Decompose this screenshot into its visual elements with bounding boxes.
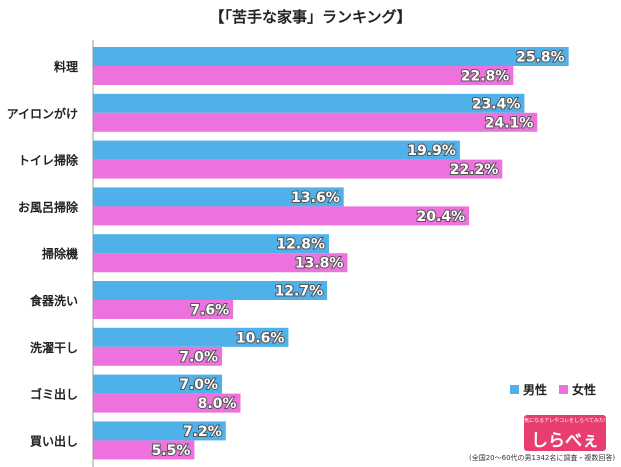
legend-label-male: 男性 [523, 383, 548, 397]
chart-title: 【「苦手な家事」ランキング】 [209, 8, 412, 26]
category-label: ゴミ出し [30, 387, 78, 402]
bar-male [93, 187, 344, 207]
legend-swatch-female [559, 385, 569, 394]
value-label-male: 25.8% [516, 50, 565, 66]
value-label-female: 20.4% [417, 209, 466, 225]
bar-male [93, 421, 226, 441]
category-label: 料理 [54, 59, 78, 74]
value-label-male: 7.0% [179, 377, 218, 393]
legend-item-male: 男性 [510, 381, 547, 398]
bar-female [93, 393, 241, 413]
bar-female [93, 346, 223, 366]
value-label-female: 22.2% [450, 162, 499, 178]
legend-item-female: 女性 [559, 381, 596, 398]
value-label-female: 24.1% [485, 115, 534, 131]
category-label: 掃除機 [42, 246, 78, 261]
bar-female [93, 159, 503, 179]
legend: 男性 女性 [510, 381, 596, 398]
category-label: お風呂掃除 [18, 199, 79, 214]
bar-male [93, 234, 329, 254]
bar-female [93, 112, 538, 132]
bar-female [93, 66, 514, 85]
bar-female [93, 440, 195, 460]
category-label: 食器洗い [29, 293, 78, 308]
legend-swatch-male [510, 385, 519, 394]
value-label-female: 7.0% [179, 349, 218, 365]
value-label-male: 23.4% [472, 96, 521, 112]
value-label-female: 8.0% [198, 396, 237, 412]
bar-female [93, 253, 348, 273]
value-label-female: 13.8% [295, 256, 344, 272]
bar-female [93, 300, 234, 319]
bar-male [93, 281, 328, 300]
category-label: 洗濯干し [30, 340, 78, 355]
bar-male [93, 140, 460, 160]
bar-male [93, 47, 569, 66]
legend-label-female: 女性 [572, 383, 597, 397]
category-label: トイレ掃除 [18, 153, 79, 168]
value-label-female: 7.6% [190, 303, 229, 319]
bar-female [93, 206, 470, 226]
value-label-female: 22.8% [461, 69, 510, 85]
value-label-male: 13.6% [291, 190, 340, 206]
value-label-female: 5.5% [152, 443, 191, 459]
logo-tagline: 気になるアレやコレをしらべてみた! [524, 418, 606, 424]
bar-male [93, 327, 289, 347]
survey-footnote: (全国20〜60代の男1342名に調査・複数回答) [469, 454, 616, 462]
shirabee-logo: 気になるアレやコレをしらべてみた! しらべぇ [524, 415, 606, 451]
value-label-male: 10.6% [236, 330, 285, 346]
value-label-male: 7.2% [183, 424, 222, 440]
value-label-male: 19.9% [407, 143, 456, 159]
value-label-male: 12.8% [276, 237, 325, 253]
logo-name: しらべぇ [531, 431, 599, 451]
bar-male [93, 374, 223, 394]
value-label-male: 12.7% [275, 284, 324, 300]
bar-male [93, 93, 525, 113]
category-label: アイロンがけ [7, 106, 78, 121]
category-label: 買い出し [30, 433, 78, 448]
